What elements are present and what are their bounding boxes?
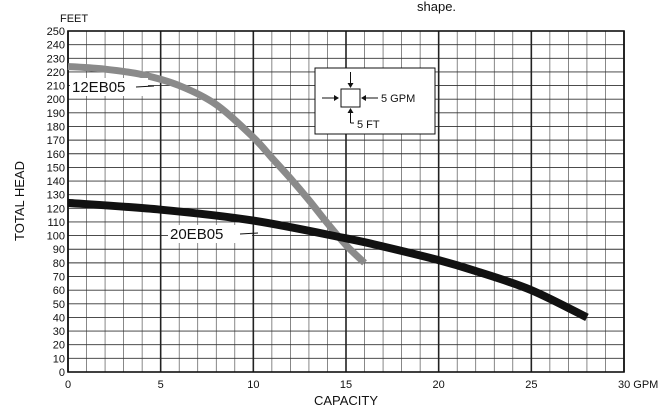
y-tick-label: 90	[53, 244, 65, 256]
y-tick-label: 190	[47, 108, 65, 120]
plot-border	[67, 30, 625, 373]
y-tick-label: 50	[53, 299, 65, 311]
legend-arrowhead-top	[347, 83, 354, 88]
y-tick-label: 110	[47, 217, 65, 229]
x-tick-label: 5	[158, 379, 164, 391]
y-tick-label: 250	[47, 26, 65, 38]
x-tick-label: 20	[433, 379, 445, 391]
plot-frame	[67, 30, 625, 373]
x-tick-label: 10	[247, 379, 259, 391]
legend-frame	[314, 67, 436, 135]
series-label-leader	[239, 232, 259, 235]
y-tick-label: 10	[53, 353, 65, 365]
legend-unit-square	[340, 88, 361, 108]
y-tick-label: 0	[59, 367, 65, 379]
y-tick-label: 200	[47, 94, 65, 106]
x-tick-label: 30 GPM	[618, 379, 658, 391]
y-tick-label: 130	[47, 190, 65, 202]
x-tick-label: 25	[525, 379, 537, 391]
series-line-20EB05	[67, 198, 589, 322]
top-caption: shape.	[417, 0, 456, 14]
series-line-12EB05	[67, 62, 367, 266]
series-label-bg	[70, 78, 148, 96]
y-tick-label: 80	[53, 258, 65, 270]
legend-arrowhead-bottom	[347, 108, 354, 113]
y-tick-label: 30	[53, 326, 65, 338]
flow-head-legend: 5 GPM 5 FT	[314, 67, 436, 135]
y-tick-label: 60	[53, 285, 65, 297]
y-tick-label: 70	[53, 272, 65, 284]
series-label-12EB05: 12EB05	[72, 79, 125, 96]
y-tick-label: 100	[47, 231, 65, 243]
series-label-bg	[168, 225, 252, 243]
y-tick-label: 210	[47, 81, 65, 93]
y-tick-label: 20	[53, 340, 65, 352]
y-axis-label: TOTAL HEAD	[12, 161, 27, 241]
y-tick-label: 180	[47, 121, 65, 133]
x-tick-label: 15	[340, 379, 352, 391]
legend-flow-label: 5 GPM	[381, 93, 415, 105]
y-tick-label: 150	[47, 162, 65, 174]
x-axis-label: CAPACITY	[314, 393, 378, 408]
y-tick-label: 120	[47, 203, 65, 215]
series-layer: 12EB05 20EB05	[67, 62, 589, 322]
legend-arrowhead-left	[334, 95, 339, 101]
y-tick-label: 240	[47, 40, 65, 52]
legend-head-label: 5 FT	[357, 119, 380, 131]
series-label-leader	[135, 85, 155, 88]
series-label-20EB05: 20EB05	[170, 226, 223, 243]
x-tick-labels: 0 5 10 15 20 25 30 GPM	[65, 379, 658, 391]
x-tick-label: 0	[65, 379, 71, 391]
y-tick-label: 160	[47, 149, 65, 161]
y-tick-label: 170	[47, 135, 65, 147]
y-tick-label: 140	[47, 176, 65, 188]
y-unit-label: FEET	[60, 13, 88, 25]
y-tick-label: 40	[53, 312, 65, 324]
y-tick-label: 230	[47, 53, 65, 65]
legend-arrowhead-right	[361, 95, 366, 101]
y-tick-label: 220	[47, 67, 65, 79]
